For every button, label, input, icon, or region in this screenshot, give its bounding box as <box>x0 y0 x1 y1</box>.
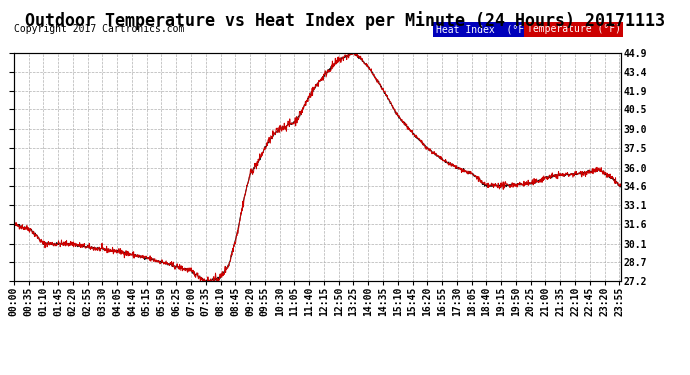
Text: Copyright 2017 Cartronics.com: Copyright 2017 Cartronics.com <box>14 24 184 34</box>
Text: Outdoor Temperature vs Heat Index per Minute (24 Hours) 20171113: Outdoor Temperature vs Heat Index per Mi… <box>25 11 665 30</box>
Text: Temperature (°F): Temperature (°F) <box>527 24 621 34</box>
Text: Heat Index  (°F): Heat Index (°F) <box>436 24 530 34</box>
